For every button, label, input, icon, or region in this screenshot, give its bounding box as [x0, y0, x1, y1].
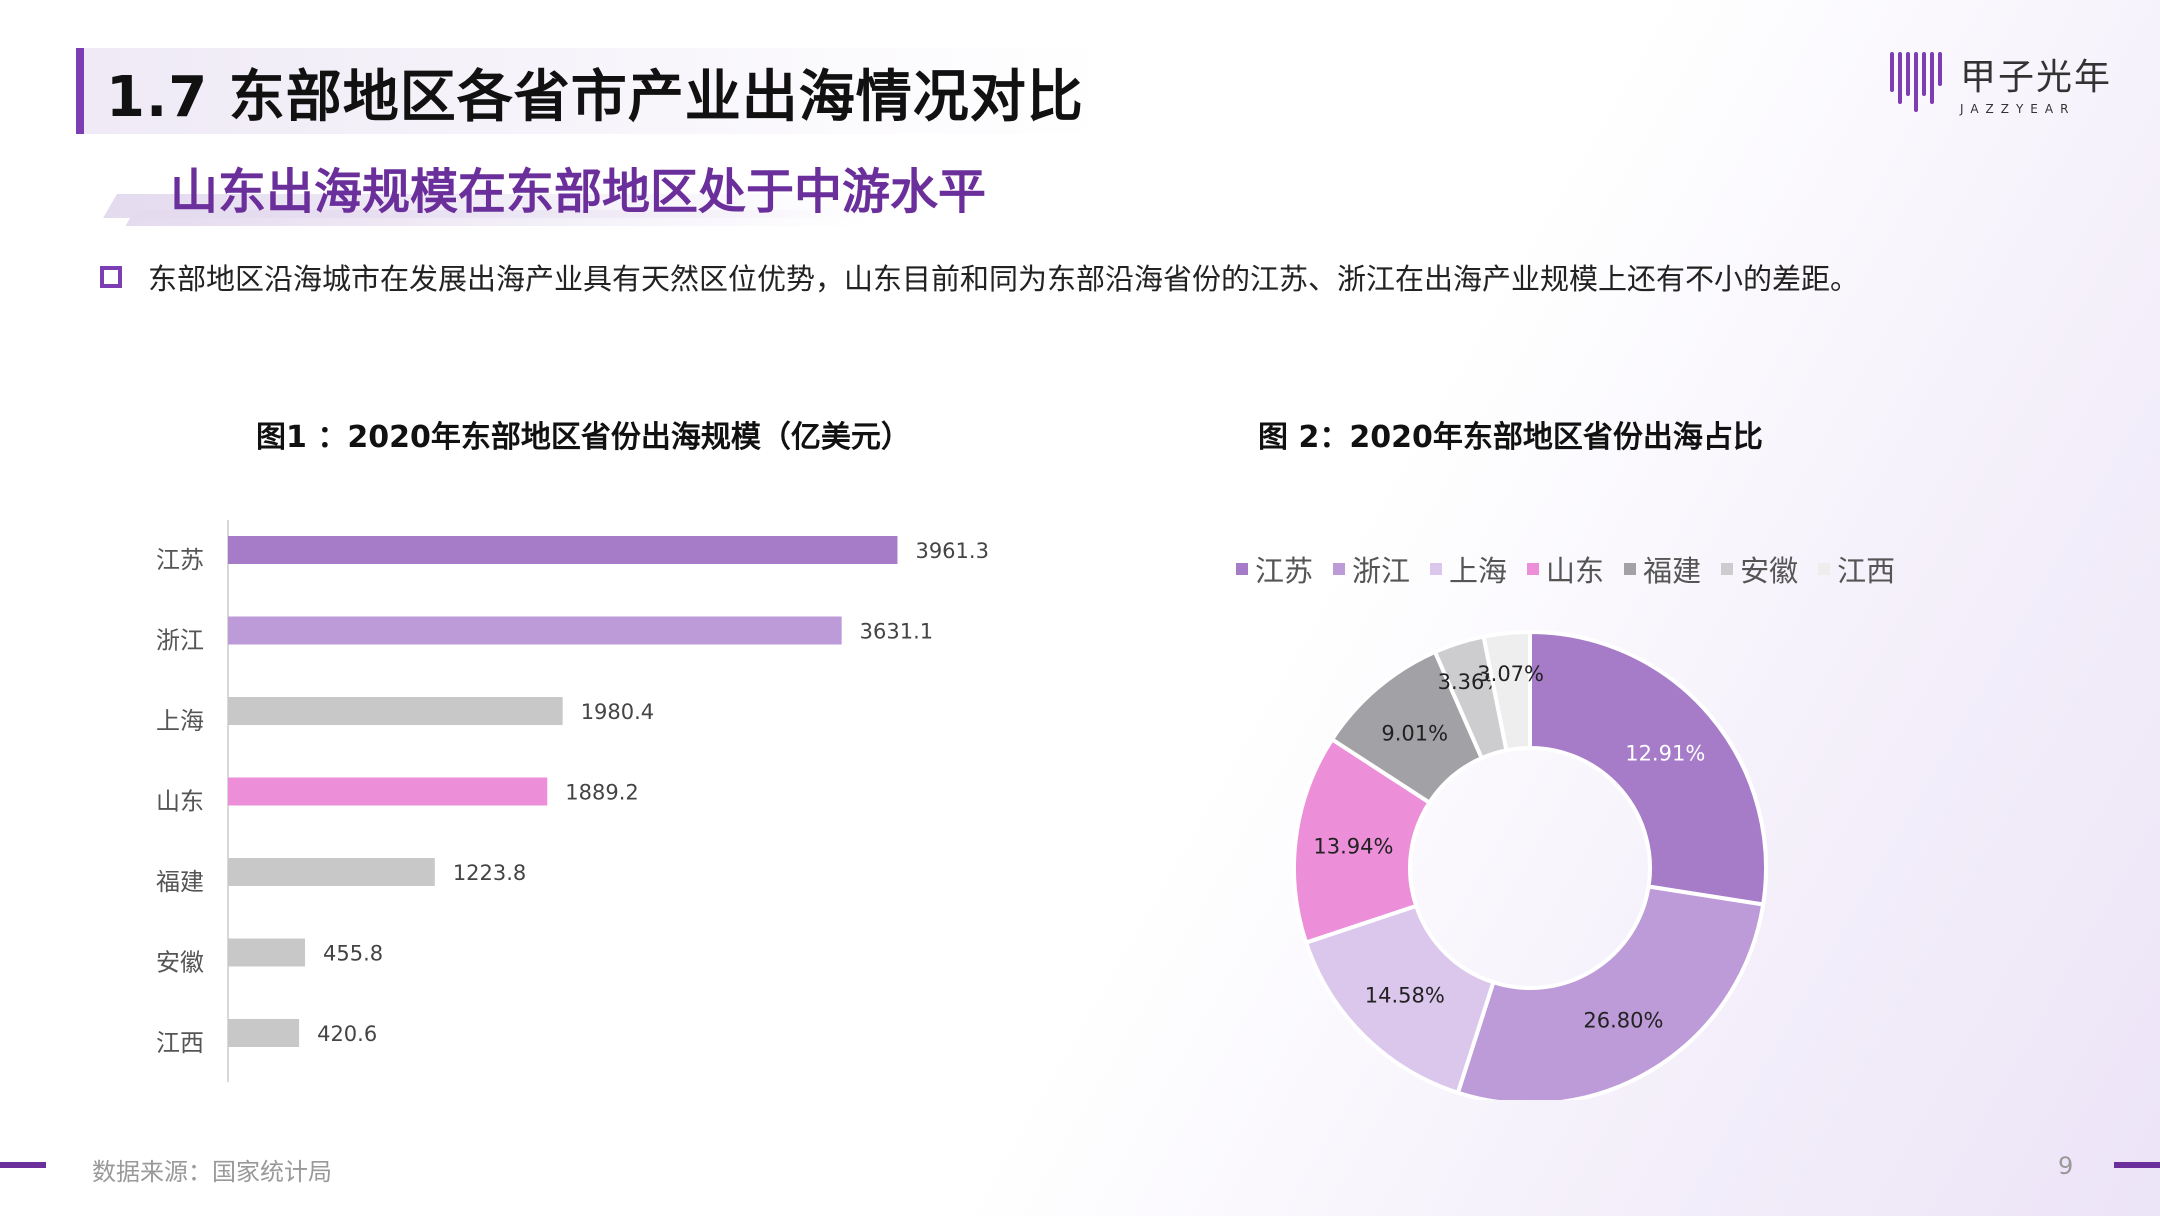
legend-item: 安徽 [1721, 548, 1798, 590]
donut-slice-label: 9.01% [1381, 721, 1448, 745]
legend-label: 安徽 [1740, 554, 1799, 588]
bar-value-label: 420.6 [317, 1022, 377, 1046]
donut-slice [1528, 629, 1768, 907]
legend-item: 浙江 [1333, 548, 1410, 590]
bar [228, 1019, 300, 1047]
brand-wordmark: 甲子光年 JAZZYEAR [1960, 48, 2112, 116]
donut-chart: 12.91%26.80%14.58%13.94%9.01%3.36%3.07% [1292, 629, 1768, 1100]
legend-label: 浙江 [1352, 554, 1411, 588]
legend-swatch [1818, 563, 1831, 575]
bar [228, 938, 306, 967]
legend-swatch [1721, 563, 1734, 575]
bar-category-label: 安徽 [156, 949, 204, 977]
bar-value-label: 3961.3 [915, 539, 988, 563]
legend-item: 上海 [1430, 548, 1507, 590]
bar-value-label: 1889.2 [565, 781, 638, 805]
bar [228, 616, 842, 645]
legend-label: 福建 [1643, 554, 1702, 588]
donut-slice [1303, 903, 1496, 1096]
legend-label: 山东 [1546, 554, 1605, 588]
bar-category-label: 福建 [156, 868, 204, 896]
page-subtitle: 山东出海规模在东部地区处于中游水平 [170, 164, 987, 220]
legend-swatch [1333, 563, 1346, 575]
title-panel [84, 48, 1104, 134]
donut-slice [1292, 736, 1433, 946]
chart2-title: 图 2：2020年东部地区省份出海占比 [1258, 420, 1763, 455]
bullet-text: 东部地区沿海城市在发展出海产业具有天然区位优势，山东目前和同为东部沿海省份的江苏… [148, 262, 1860, 296]
bar-category-label: 上海 [156, 707, 204, 735]
legend-item: 江苏 [1236, 548, 1313, 590]
bar-category-label: 江苏 [156, 546, 204, 574]
page-number: 9 [2058, 1152, 2074, 1180]
legend-swatch [1527, 563, 1540, 575]
brand-mark-icon [1890, 52, 1942, 112]
donut-slice-label: 14.58% [1365, 984, 1445, 1008]
footer-accent-left [0, 1162, 46, 1168]
brand-name-cn: 甲子光年 [1960, 57, 2113, 98]
bar-category-label: 山东 [156, 788, 204, 816]
bar-value-label: 1223.8 [453, 861, 526, 885]
legend-swatch [1624, 563, 1637, 575]
title-accent-bar [76, 48, 84, 134]
bar-value-label: 455.8 [323, 942, 383, 966]
legend-swatch [1430, 563, 1443, 575]
donut-slice-label: 12.91% [1625, 741, 1705, 765]
footer-accent-right [2114, 1162, 2160, 1168]
donut-legend: 江苏 浙江 上海 山东 福建 安徽 江西 [1236, 548, 1895, 590]
data-source: 数据来源：国家统计局 [92, 1158, 332, 1186]
bullet-square-icon [100, 266, 122, 288]
brand-name-en: JAZZYEAR [1960, 102, 2076, 116]
page-title: 1.7 东部地区各省市产业出海情况对比 [106, 65, 1084, 130]
legend-item: 山东 [1527, 548, 1604, 590]
donut-slice [1481, 629, 1532, 753]
legend-label: 上海 [1449, 554, 1508, 588]
bar-value-label: 3631.1 [860, 620, 933, 644]
legend-item: 福建 [1624, 548, 1701, 590]
bar-category-label: 江西 [156, 1029, 204, 1057]
donut-slice-label: 26.80% [1583, 1009, 1663, 1033]
donut-slice-label: 3.07% [1477, 662, 1544, 686]
bar [228, 858, 435, 886]
bar [228, 536, 898, 564]
chart1-title: 图1 ：2020年东部地区省份出海规模（亿美元） [256, 420, 911, 455]
bar [228, 697, 563, 725]
bar-category-label: 浙江 [156, 627, 204, 655]
bar-chart: 江苏 3961.3 浙江 3631.1 上海 1980.4 山东 1889.2 福建 1223.8… [156, 520, 989, 1082]
donut-slice-label: 13.94% [1313, 834, 1393, 858]
donut-slice [1455, 884, 1766, 1100]
brand-logo: 甲子光年 JAZZYEAR [1888, 48, 2112, 116]
legend-label: 江西 [1837, 554, 1896, 588]
legend-label: 江苏 [1255, 554, 1314, 588]
legend-swatch [1236, 563, 1248, 575]
bar [228, 777, 548, 806]
legend-item: 江西 [1818, 548, 1895, 590]
bar-value-label: 1980.4 [581, 700, 654, 724]
